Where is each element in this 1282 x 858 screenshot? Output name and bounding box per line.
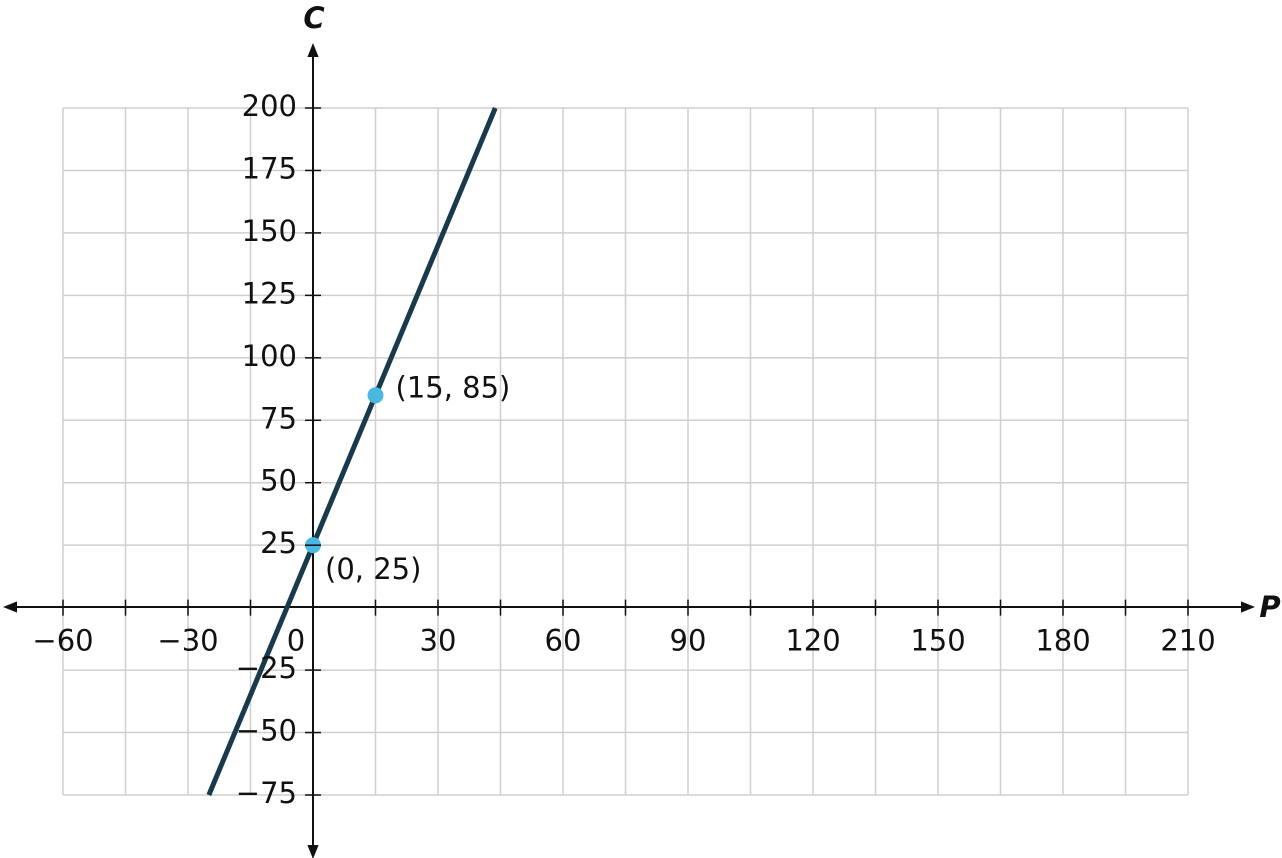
y-tick-label: 50 — [260, 464, 297, 498]
y-tick-label: −75 — [236, 776, 297, 810]
y-tick-label: 25 — [260, 526, 297, 560]
y-tick-label: 125 — [242, 276, 297, 310]
y-tick-label: 100 — [242, 339, 297, 373]
x-tick-label: 210 — [1160, 624, 1215, 658]
x-tick-label: 150 — [910, 624, 965, 658]
point-label: (0, 25) — [325, 552, 421, 586]
point-label: (15, 85) — [396, 370, 511, 404]
x-tick-label: −30 — [157, 624, 218, 658]
grid — [62, 107, 1189, 796]
x-tick-label: 0 — [287, 624, 305, 658]
x-tick-label: 180 — [1035, 624, 1090, 658]
x-tick-label: −60 — [32, 624, 93, 658]
line — [206, 107, 498, 796]
x-tick-label: 90 — [670, 624, 707, 658]
y-tick-label: 150 — [242, 214, 297, 248]
x-tick-label: 60 — [545, 624, 582, 658]
x-tick-label: 120 — [785, 624, 840, 658]
plot: (0, 25) (15, 85) — [206, 107, 511, 796]
x-tick-label: 30 — [420, 624, 457, 658]
x-axis-label: P — [1259, 590, 1280, 624]
point — [367, 387, 384, 404]
y-axis-label: C — [303, 1, 324, 35]
y-tick-label: 200 — [242, 89, 297, 123]
y-tick-label: 75 — [260, 401, 297, 435]
y-tick-label: −50 — [236, 714, 297, 748]
y-tick-label: 175 — [242, 151, 297, 185]
y-tick-label: −25 — [236, 651, 297, 685]
